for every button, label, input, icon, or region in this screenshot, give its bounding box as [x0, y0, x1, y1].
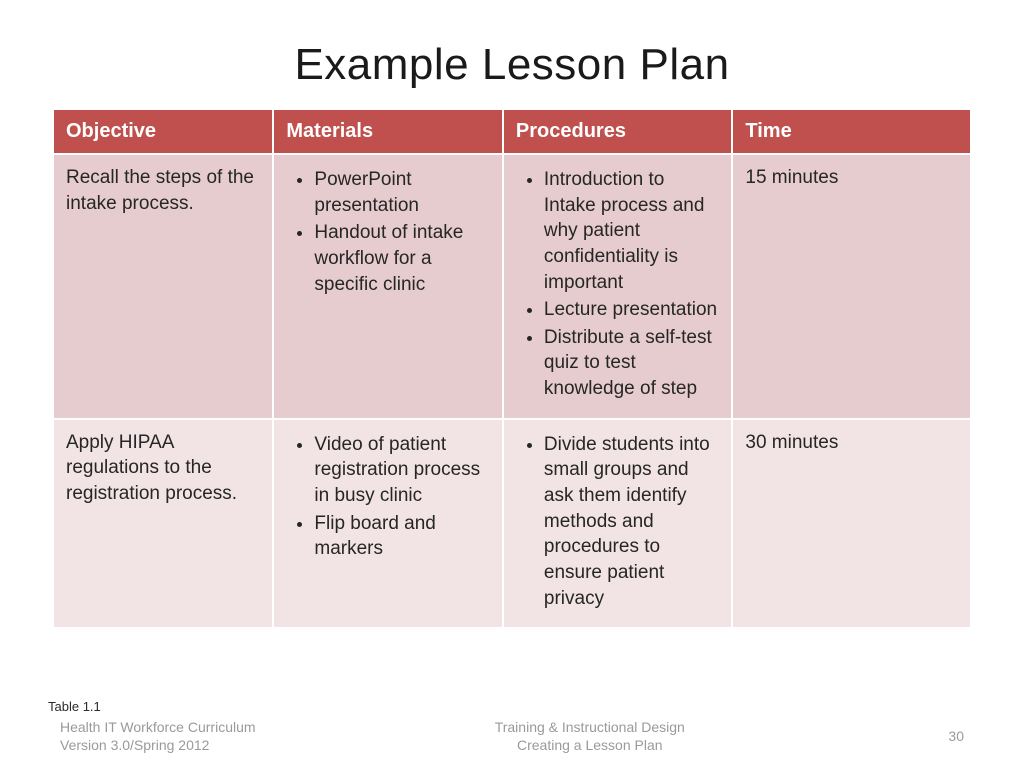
page-title: Example Lesson Plan [0, 0, 1024, 108]
list-item: PowerPoint presentation [314, 167, 490, 218]
footer-left: Health IT Workforce Curriculum Version 3… [60, 718, 256, 754]
footer-left-line1: Health IT Workforce Curriculum [60, 718, 256, 736]
procedures-list: Introduction to Intake process and why p… [516, 167, 720, 402]
footer-left-line2: Version 3.0/Spring 2012 [60, 736, 256, 754]
cell-materials: Video of patient registration process in… [274, 420, 502, 627]
footer-page-number: 30 [924, 728, 964, 744]
lesson-plan-table: Objective Materials Procedures Time Reca… [52, 108, 972, 629]
materials-list: PowerPoint presentation Handout of intak… [286, 167, 490, 297]
slide-footer: Health IT Workforce Curriculum Version 3… [0, 718, 1024, 754]
table-header-row: Objective Materials Procedures Time [54, 110, 970, 153]
list-item: Divide students into small groups and as… [544, 432, 720, 611]
list-item: Distribute a self-test quiz to test know… [544, 325, 720, 402]
cell-materials: PowerPoint presentation Handout of intak… [274, 155, 502, 418]
procedures-list: Divide students into small groups and as… [516, 432, 720, 611]
list-item: Flip board and markers [314, 511, 490, 562]
cell-time: 15 minutes [733, 155, 970, 418]
col-header-procedures: Procedures [504, 110, 732, 153]
cell-objective: Apply HIPAA regulations to the registrat… [54, 420, 272, 627]
table-row: Recall the steps of the intake process. … [54, 155, 970, 418]
list-item: Introduction to Intake process and why p… [544, 167, 720, 295]
table-row: Apply HIPAA regulations to the registrat… [54, 420, 970, 627]
cell-procedures: Divide students into small groups and as… [504, 420, 732, 627]
cell-time: 30 minutes [733, 420, 970, 627]
footer-center-line2: Creating a Lesson Plan [256, 736, 924, 754]
cell-objective: Recall the steps of the intake process. [54, 155, 272, 418]
footer-center: Training & Instructional Design Creating… [256, 718, 924, 754]
list-item: Handout of intake workflow for a specifi… [314, 220, 490, 297]
col-header-materials: Materials [274, 110, 502, 153]
list-item: Lecture presentation [544, 297, 720, 323]
list-item: Video of patient registration process in… [314, 432, 490, 509]
col-header-time: Time [733, 110, 970, 153]
table-caption: Table 1.1 [48, 699, 101, 714]
col-header-objective: Objective [54, 110, 272, 153]
materials-list: Video of patient registration process in… [286, 432, 490, 562]
footer-center-line1: Training & Instructional Design [256, 718, 924, 736]
cell-procedures: Introduction to Intake process and why p… [504, 155, 732, 418]
